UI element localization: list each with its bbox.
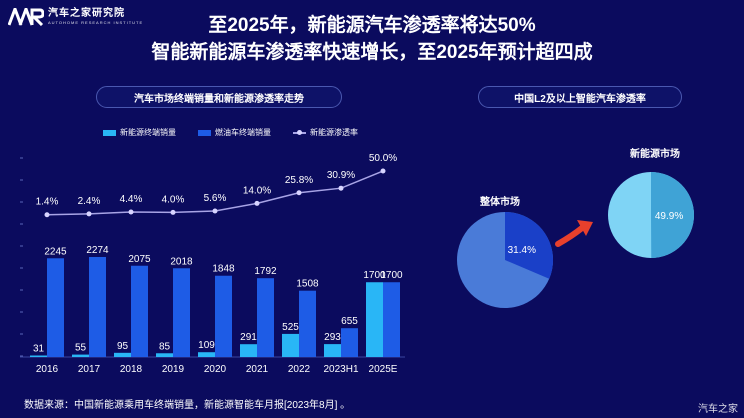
bar-nev-2022 — [282, 333, 299, 357]
page-subtitle: 智能新能源车渗透率快速增长，至2025年预计超四成 — [151, 42, 593, 63]
x-tick-label-2017: 2017 — [78, 364, 101, 375]
bar-nev-2020 — [198, 352, 215, 357]
rate-point-2018 — [128, 209, 134, 215]
legend-item-nev: 新能源终端销量 — [103, 127, 176, 138]
x-tick-label-2019: 2019 — [162, 364, 185, 375]
page-title: 至2025年，新能源汽车渗透率将达50% — [208, 15, 536, 36]
legend-item-ice: 燃油车终端销量 — [198, 127, 271, 138]
rate-label-2022: 25.8% — [285, 175, 313, 186]
brand-name-en: AUTOHOME RESEARCH INSTITUTE — [48, 20, 144, 25]
bar-ice-2021 — [257, 278, 274, 357]
rate-point-2025E — [380, 168, 386, 174]
legend-label-rate: 新能源渗透率 — [310, 128, 358, 137]
legend-label-ice: 燃油车终端销量 — [215, 128, 271, 137]
bar-nev-2017 — [72, 354, 89, 357]
rate-label-2019: 4.0% — [162, 194, 185, 205]
bar-ice-2016 — [47, 258, 64, 357]
rate-label-2023H1: 30.9% — [327, 170, 355, 181]
growth-arrow-head — [577, 220, 593, 236]
data-label-nev-2018: 95 — [117, 341, 129, 352]
x-tick-label-2016: 2016 — [36, 364, 59, 375]
growth-arrow-shaft — [555, 225, 585, 247]
rate-label-2017: 2.4% — [78, 196, 101, 207]
bar-ice-2019 — [173, 268, 190, 357]
x-tick-label-2018: 2018 — [120, 364, 143, 375]
data-label-ice-2016: 2245 — [44, 246, 67, 257]
bar-ice-2017 — [89, 257, 106, 357]
bar-nev-2021 — [240, 344, 257, 357]
data-label-nev-2021: 291 — [240, 332, 257, 343]
data-source-note: 数据来源：中国新能源乘用车终端销量，新能源智能车月报[2023年8月] 。 — [24, 400, 351, 411]
pie-nev-rest-slice — [608, 172, 694, 258]
left-panel-title: 汽车市场终端销量和新能源渗透率走势 — [96, 86, 342, 108]
rate-point-2016 — [44, 212, 50, 218]
rate-point-2022 — [296, 190, 302, 196]
data-label-ice-2017: 2274 — [86, 245, 109, 256]
x-tick-label-2020: 2020 — [204, 364, 227, 375]
data-label-ice-2023H1: 655 — [341, 316, 358, 327]
x-tick-label-2022: 2022 — [288, 364, 311, 375]
pie-nev-share-slice — [651, 172, 694, 258]
legend-swatch-rate — [293, 129, 306, 135]
bar-nev-2023H1 — [324, 344, 341, 357]
rate-point-2023H1 — [338, 185, 344, 191]
bar-ice-2022 — [299, 290, 316, 357]
data-label-nev-2019: 85 — [159, 341, 171, 352]
right-panel-title: 中国L2及以上智能汽车渗透率 — [478, 86, 682, 108]
data-label-nev-2022: 525 — [282, 322, 299, 333]
x-tick-label-2021: 2021 — [246, 364, 269, 375]
rate-point-2017 — [86, 211, 92, 217]
bar-nev-2025E — [366, 282, 383, 357]
autohome-logo-icon — [8, 8, 44, 26]
bar-ice-2023H1 — [341, 328, 358, 357]
pie-title-overall: 整体市场 — [480, 197, 520, 208]
sales-penetration-chart: 31 2245 2016 55 2274 2017 95 2075 2018 85 2018 2019… — [20, 153, 405, 375]
data-label-ice-2020: 1848 — [212, 264, 235, 275]
pie-overall-value-label: 31.4% — [508, 245, 536, 256]
growth-arrow-icon — [555, 220, 593, 247]
rate-point-2020 — [212, 208, 218, 214]
rate-point-2021 — [254, 200, 260, 206]
watermark: 汽车之家 — [698, 404, 738, 415]
data-label-nev-2023H1: 293 — [324, 332, 341, 343]
legend-label-nev: 新能源终端销量 — [120, 128, 176, 137]
bar-nev-2018 — [114, 352, 131, 357]
rate-point-2019 — [170, 209, 176, 215]
rate-label-2020: 5.6% — [204, 193, 227, 204]
pie-overall-share-slice — [505, 212, 553, 279]
data-label-nev-2025E: 1700 — [363, 270, 386, 281]
brand-name: 汽车之家研究院 — [48, 8, 125, 19]
bar-ice-2020 — [215, 275, 232, 357]
brand-logo: 汽车之家研究院 AUTOHOME RESEARCH INSTITUTE — [8, 8, 143, 26]
rate-label-2025E: 50.0% — [369, 153, 397, 164]
rate-label-2018: 4.4% — [120, 194, 143, 205]
data-label-nev-2016: 31 — [33, 344, 45, 355]
bar-ice-2018 — [131, 265, 148, 357]
data-label-ice-2021: 1792 — [254, 266, 277, 277]
bar-ice-2025E — [383, 282, 400, 357]
x-tick-label-2025E: 2025E — [369, 364, 398, 375]
legend-swatch-ice — [198, 129, 211, 136]
legend-swatch-nev — [103, 129, 116, 136]
rate-label-2021: 14.0% — [243, 185, 271, 196]
data-label-ice-2019: 2018 — [170, 256, 193, 267]
data-label-nev-2020: 109 — [198, 340, 215, 351]
legend-item-rate: 新能源渗透率 — [293, 127, 358, 138]
pie-title-nev: 新能源市场 — [630, 149, 680, 160]
x-tick-label-2023H1: 2023H1 — [323, 364, 358, 375]
data-label-ice-2022: 1508 — [296, 279, 319, 290]
pie-nev-value-label: 49.9% — [655, 211, 683, 222]
bar-nev-2019 — [156, 353, 173, 357]
data-label-ice-2018: 2075 — [128, 254, 151, 265]
bar-nev-2016 — [30, 355, 47, 357]
chart-legend: 新能源终端销量 燃油车终端销量 新能源渗透率 — [103, 127, 358, 138]
rate-label-2016: 1.4% — [36, 197, 59, 208]
data-label-ice-2025E: 1700 — [380, 270, 403, 281]
pie-overall-rest-slice — [457, 212, 553, 308]
data-label-nev-2017: 55 — [75, 343, 87, 354]
